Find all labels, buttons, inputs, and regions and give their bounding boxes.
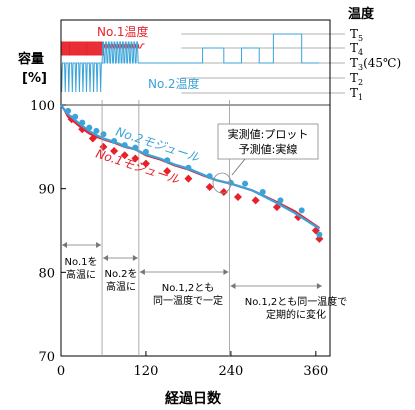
x-tick-label: 240 — [218, 364, 243, 379]
measured-point-1 — [99, 142, 108, 151]
measured-point-2 — [185, 164, 192, 171]
measured-point-2 — [79, 119, 86, 126]
plot-frame — [60, 19, 331, 357]
no1-temperature-label: No.1温度 — [97, 24, 149, 39]
phase1-line2: 高温に — [66, 268, 96, 281]
phase-arrowhead-right — [316, 283, 322, 289]
measured-point-2 — [164, 157, 171, 164]
chart-axes: 70 80 90 100 0 120 240 360 — [30, 19, 331, 379]
y-tick-label: 80 — [38, 266, 55, 281]
phase-arrowhead-right — [132, 255, 138, 261]
y-axis-label: 容量 — [17, 51, 44, 67]
legend-highlight-circle — [212, 172, 232, 194]
measured-point-2 — [259, 189, 266, 196]
capacity-series — [60, 104, 324, 243]
measured-point-2 — [121, 142, 128, 149]
measured-point-1 — [163, 167, 172, 176]
measured-point-2 — [65, 107, 72, 114]
phase-arrowhead-right — [223, 269, 229, 275]
phase-arrowhead-left — [62, 242, 67, 248]
phase-arrowhead-right — [96, 242, 102, 248]
legend-box — [217, 123, 319, 160]
measured-point-2 — [72, 113, 79, 120]
measured-point-2 — [277, 197, 284, 204]
phase-arrowhead-left — [139, 269, 145, 275]
x-tick-label: 360 — [303, 364, 328, 379]
temperature-level-label: T2 — [350, 71, 363, 87]
measured-point-1 — [251, 196, 260, 205]
y-tick-label: 70 — [38, 350, 55, 365]
measured-point-1 — [141, 159, 150, 168]
x-tick-label: 0 — [57, 364, 65, 379]
phase-arrowhead-left — [103, 255, 109, 261]
measured-point-2 — [93, 127, 100, 134]
phase4-line1: No.1,2とも同一温度で — [245, 295, 348, 308]
temperature-level-label: T3(45℃) — [350, 56, 401, 72]
phase3-line2: 同一温度で一定 — [153, 294, 223, 307]
y-tick-label: 100 — [30, 99, 55, 114]
no2-temperature-label: No.2温度 — [148, 76, 200, 91]
phase2-line1: No.2を — [105, 268, 138, 280]
temperature-title: 温度 — [348, 6, 375, 22]
temperature-level-label: T1 — [350, 86, 363, 102]
measured-point-2 — [132, 144, 139, 151]
x-axis-label: 経過日数 — [165, 390, 222, 407]
measured-point-1 — [131, 154, 140, 163]
y-axis-unit: [%] — [22, 71, 47, 86]
measured-point-2 — [298, 207, 305, 214]
predicted-line-2 — [60, 104, 320, 230]
temperature-level-label: T4 — [350, 41, 363, 57]
measured-point-1 — [219, 188, 228, 197]
measured-point-1 — [120, 151, 129, 160]
legend-predicted: 予測値:実線 — [239, 142, 298, 156]
x-tick-label: 120 — [134, 364, 159, 379]
measured-point-2 — [316, 231, 323, 238]
phase4-line2: 定期的に変化 — [266, 308, 326, 321]
measured-point-2 — [86, 124, 93, 131]
measured-point-1 — [233, 193, 242, 202]
measured-point-2 — [142, 148, 149, 155]
legend-pointer — [231, 158, 246, 176]
phase-arrowhead-left — [230, 283, 236, 289]
measured-point-2 — [206, 173, 213, 180]
measured-point-2 — [111, 137, 118, 144]
measured-point-1 — [205, 182, 214, 191]
measured-point-2 — [100, 131, 107, 138]
y-tick-label: 90 — [38, 183, 55, 198]
measured-point-1 — [184, 174, 193, 183]
no2-temperature-trace — [60, 33, 320, 93]
phase3-line1: No.1,2とも — [162, 282, 215, 294]
phase2-line2: 高温に — [106, 280, 136, 293]
measured-point-1 — [88, 134, 97, 143]
legend-measured: 実測値:プロット — [228, 127, 309, 141]
measured-point-2 — [242, 180, 249, 187]
measured-point-1 — [110, 147, 119, 156]
phase1-line1: No.1を — [65, 256, 98, 268]
